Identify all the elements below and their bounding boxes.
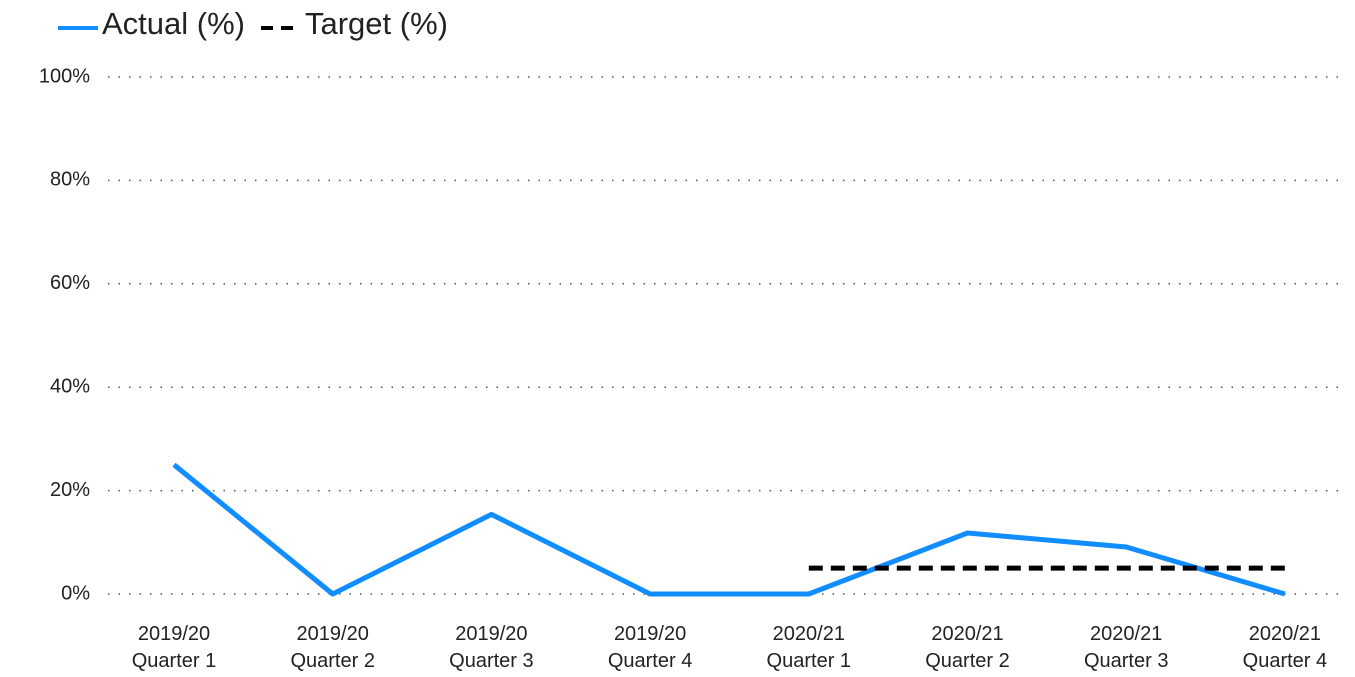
x-tick-line: Quarter 1 xyxy=(767,650,851,672)
x-tick-line: 2020/21 xyxy=(931,623,1003,645)
x-tick-line: Quarter 2 xyxy=(925,650,1009,672)
x-tick-line: Quarter 4 xyxy=(1243,650,1327,672)
legend-label: Actual (%) xyxy=(102,6,245,41)
x-tick-line: Quarter 2 xyxy=(290,650,374,672)
x-tick-line: 2020/21 xyxy=(1090,623,1162,645)
x-tick-label: 2019/20 Quarter 3 xyxy=(449,623,533,672)
x-tick-line: 2019/20 xyxy=(614,623,686,645)
x-tick-label: 2020/21 Quarter 1 xyxy=(767,623,851,672)
x-tick-line: 2019/20 xyxy=(138,623,210,645)
y-tick-label: 20% xyxy=(50,479,90,501)
x-tick-label: 2020/21 Quarter 3 xyxy=(1084,623,1168,672)
x-tick-line: 2020/21 xyxy=(1249,623,1321,645)
x-tick-label: 2019/20 Quarter 4 xyxy=(608,623,692,672)
x-tick-label: 2019/20 Quarter 1 xyxy=(132,623,216,672)
y-tick-label: 100% xyxy=(39,65,90,87)
x-tick-line: Quarter 1 xyxy=(132,650,216,672)
series-line xyxy=(172,462,1286,597)
y-tick-label: 40% xyxy=(50,375,90,397)
x-tick-line: 2020/21 xyxy=(773,623,845,645)
x-tick-line: Quarter 4 xyxy=(608,650,692,672)
y-tick-label: 60% xyxy=(50,272,90,294)
x-tick-line: Quarter 3 xyxy=(449,650,533,672)
x-tick-label: 2019/20 Quarter 2 xyxy=(290,623,374,672)
y-tick-label: 0% xyxy=(61,582,90,604)
legend-label: Target (%) xyxy=(305,6,448,41)
x-tick-line: 2019/20 xyxy=(297,623,369,645)
x-tick-line: 2019/20 xyxy=(455,623,527,645)
x-tick-line: Quarter 3 xyxy=(1084,650,1168,672)
x-tick-label: 2020/21 Quarter 2 xyxy=(925,623,1009,672)
y-tick-label: 80% xyxy=(50,169,90,191)
x-tick-label: 2020/21 Quarter 4 xyxy=(1243,623,1327,672)
